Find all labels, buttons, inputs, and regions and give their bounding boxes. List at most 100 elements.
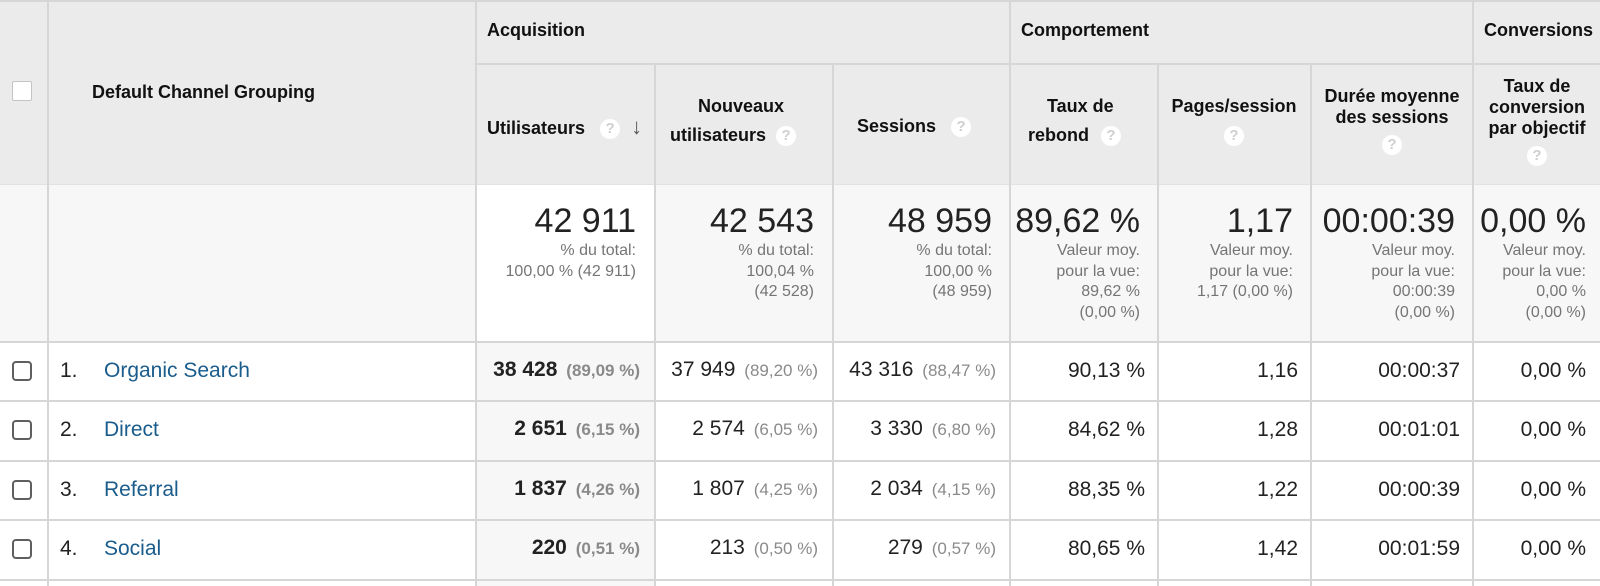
- users-value: 1 837: [514, 476, 567, 500]
- help-icon[interactable]: ?: [1527, 146, 1547, 167]
- new-users-value: 1 807: [692, 476, 745, 500]
- pages-session-cell: 1,16: [1257, 358, 1298, 382]
- help-icon[interactable]: ?: [1101, 126, 1121, 147]
- total-pages-session-note: Valeur moy. pour la vue: 1,17 (0,00 %): [1196, 242, 1293, 300]
- help-icon[interactable]: ?: [600, 119, 621, 140]
- users-percent: (4,26 %): [575, 479, 640, 499]
- column-label: Taux de: [1503, 76, 1571, 96]
- group-header-conversions: Conversions: [1484, 20, 1594, 40]
- column-label: Sessions: [857, 116, 937, 136]
- sessions-cell: 43 316 (88,47 %): [849, 358, 996, 382]
- help-icon[interactable]: ?: [776, 126, 797, 147]
- dimension-header[interactable]: Default Channel Grouping: [92, 82, 315, 102]
- bounce-rate-cell: 84,62 %: [1067, 417, 1145, 441]
- row-checkbox[interactable]: [12, 479, 32, 500]
- users-cell: 1 837 (4,26 %): [514, 477, 640, 501]
- total-new-users: 42 543: [710, 202, 814, 240]
- column-label: Durée moyenne: [1324, 86, 1460, 106]
- total-sessions: 48 959: [888, 202, 992, 240]
- new-users-percent: (4,25 %): [753, 479, 818, 499]
- new-users-cell: 1 807 (4,25 %): [692, 477, 818, 501]
- sessions-cell: 2 034 (4,15 %): [870, 477, 996, 501]
- sessions-cell: 3 330 (6,80 %): [870, 417, 996, 441]
- help-icon[interactable]: ?: [1382, 135, 1402, 156]
- conversion-rate-cell: 0,00 %: [1520, 536, 1586, 560]
- avg-duration-cell: 00:01:59: [1378, 536, 1460, 560]
- sort-descending-icon[interactable]: ↓: [631, 114, 643, 139]
- avg-duration-cell: 00:01:01: [1378, 417, 1460, 441]
- help-icon[interactable]: ?: [1224, 126, 1244, 147]
- total-conversion-rate: 0,00 %: [1480, 202, 1586, 240]
- users-cell: 220 (0,51 %): [532, 536, 640, 560]
- grid-line: [47, 0, 49, 586]
- bounce-rate-cell: 90,13 %: [1067, 358, 1145, 382]
- sessions-percent: (88,47 %): [922, 360, 996, 380]
- column-header-pages-session[interactable]: Pages/session ?: [1159, 96, 1309, 147]
- bounce-rate-cell: 80,65 %: [1067, 536, 1145, 560]
- row-checkbox[interactable]: [12, 360, 32, 381]
- total-bounce-rate-note: Valeur moy. pour la vue: 89,62 % (0,00 %…: [1056, 242, 1140, 321]
- column-label: Utilisateurs: [487, 118, 586, 138]
- grid-line: [0, 579, 1600, 581]
- new-users-value: 37 949: [671, 357, 736, 381]
- group-header-acquisition: Acquisition: [487, 20, 585, 40]
- row-index: 2.: [60, 417, 78, 441]
- avg-duration-cell: 00:00:39: [1378, 477, 1460, 501]
- new-users-cell: 2 574 (6,05 %): [692, 417, 818, 441]
- grid-line: [0, 341, 1600, 343]
- new-users-percent: (89,20 %): [744, 360, 818, 380]
- channel-link[interactable]: Direct: [104, 417, 159, 441]
- conversion-rate-cell: 0,00 %: [1520, 417, 1586, 441]
- help-icon[interactable]: ?: [951, 117, 972, 138]
- users-cell: 38 428 (89,09 %): [493, 358, 640, 382]
- row-index: 4.: [60, 536, 78, 560]
- row-checkbox[interactable]: [12, 419, 32, 440]
- grid-line: [1310, 63, 1312, 586]
- total-users-note: % du total: 100,00 % (42 911): [505, 242, 636, 280]
- users-value: 38 428: [493, 357, 558, 381]
- users-percent: (89,09 %): [566, 360, 640, 380]
- totals-row: [0, 184, 1600, 342]
- column-header-new-users[interactable]: Nouveaux utilisateurs?: [670, 96, 797, 147]
- column-label: utilisateurs: [670, 125, 767, 145]
- channel-link[interactable]: Organic Search: [104, 358, 250, 382]
- new-users-value: 2 574: [692, 416, 745, 440]
- grid-line: [0, 460, 1600, 462]
- channel-link[interactable]: Referral: [104, 477, 179, 501]
- row-checkbox[interactable]: [12, 538, 32, 559]
- total-users: 42 911: [534, 202, 636, 240]
- conversion-rate-cell: 0,00 %: [1520, 358, 1586, 382]
- column-header-sessions[interactable]: Sessions ?: [857, 116, 972, 138]
- total-avg-duration: 00:00:39: [1322, 202, 1455, 240]
- column-label: Nouveaux: [698, 96, 785, 116]
- new-users-percent: (0,50 %): [753, 538, 818, 558]
- totals-users-cell: [476, 184, 654, 342]
- select-all-checkbox[interactable]: [12, 81, 32, 101]
- total-sessions-note: % du total: 100,00 % (48 959): [916, 242, 992, 300]
- users-column-shade: [476, 342, 654, 586]
- column-header-bounce-rate[interactable]: Taux de rebond?: [1028, 96, 1121, 147]
- new-users-cell: 213 (0,50 %): [710, 536, 818, 560]
- grid-line: [1009, 0, 1011, 586]
- grid-line: [476, 63, 1600, 65]
- total-new-users-note: % du total: 100,04 % (42 528): [738, 242, 814, 300]
- sessions-value: 3 330: [870, 416, 923, 440]
- sessions-percent: (6,80 %): [931, 419, 996, 439]
- total-avg-duration-note: Valeur moy. pour la vue: 00:00:39 (0,00 …: [1371, 242, 1455, 321]
- column-label: Taux de: [1047, 96, 1114, 116]
- grid-line: [1157, 63, 1159, 586]
- column-header-users[interactable]: Utilisateurs ? ↓: [487, 114, 643, 140]
- column-header-avg-duration[interactable]: Durée moyenne des sessions ?: [1312, 86, 1472, 156]
- sessions-percent: (4,15 %): [931, 479, 996, 499]
- bounce-rate-cell: 88,35 %: [1067, 477, 1145, 501]
- grid-line: [475, 0, 477, 586]
- channel-link[interactable]: Social: [104, 536, 162, 560]
- users-cell: 2 651 (6,15 %): [514, 417, 640, 441]
- sessions-percent: (0,57 %): [931, 538, 996, 558]
- column-label: rebond: [1028, 125, 1089, 145]
- column-header-conversion-rate[interactable]: Taux de conversion par objectif ?: [1474, 76, 1600, 167]
- row-index: 1.: [60, 358, 78, 382]
- grid-line: [0, 519, 1600, 521]
- users-percent: (0,51 %): [575, 538, 640, 558]
